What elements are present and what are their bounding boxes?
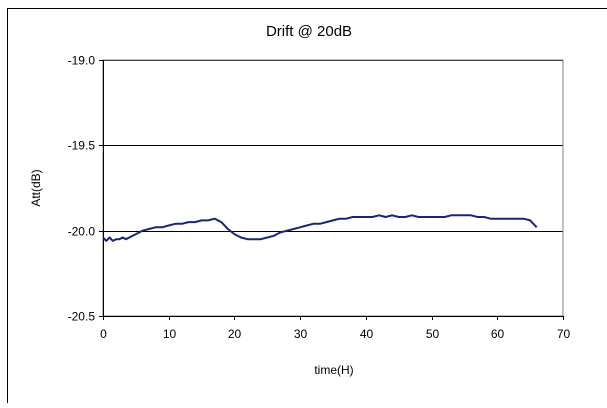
x-tick-label: 60 (491, 327, 505, 341)
y-axis-title: Att(dB) (29, 169, 43, 206)
x-axis-title: time(H) (314, 363, 353, 377)
x-tick-label: 0 (100, 327, 107, 341)
x-tick-label: 20 (228, 327, 242, 341)
x-tick-label: 30 (294, 327, 308, 341)
x-tick-label: 10 (163, 327, 177, 341)
y-tick-label: -19.5 (68, 139, 96, 153)
plot-area (102, 59, 564, 317)
y-tick-label: -19.0 (68, 54, 96, 68)
x-tick-label: 40 (360, 327, 374, 341)
y-tick-label: -20.5 (68, 310, 96, 324)
chart-title: Drift @ 20dB (266, 23, 352, 40)
x-tick-label: 50 (426, 327, 440, 341)
grid-layer (103, 60, 563, 317)
y-axis-ticks: -19.0 -19.5 -20.0 -20.5 (68, 54, 104, 324)
series-line (102, 214, 538, 242)
x-axis-ticks: 0 10 20 30 40 50 60 70 (100, 316, 570, 341)
x-tick-label: 70 (557, 327, 571, 341)
y-tick-label: -20.0 (68, 225, 96, 239)
series-layer (102, 214, 538, 242)
